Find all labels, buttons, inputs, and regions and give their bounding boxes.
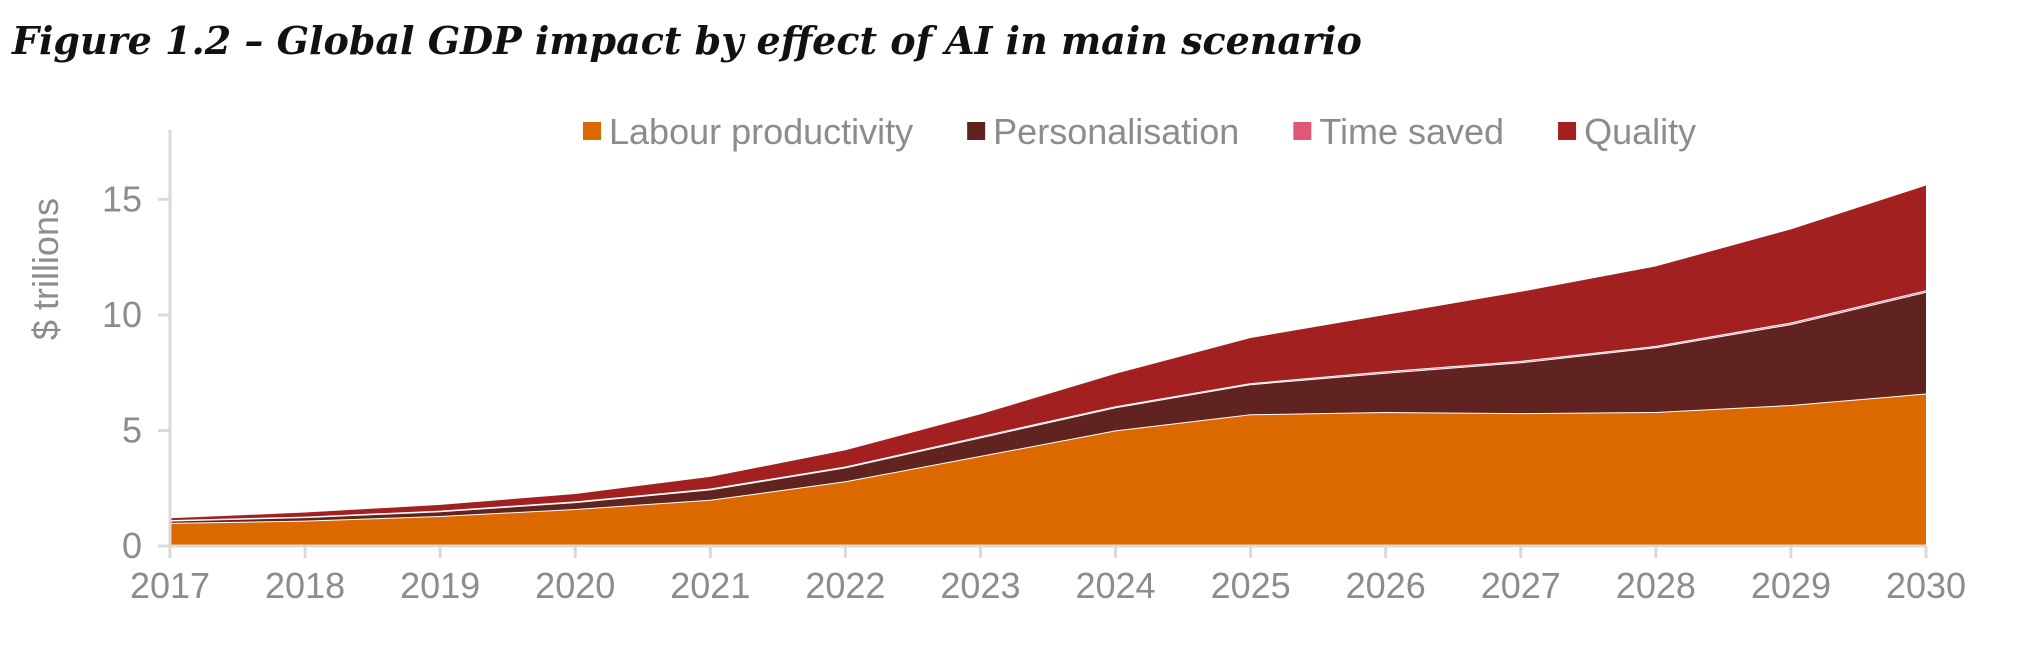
- legend: Labour productivity Personalisation Time s…: [583, 111, 1696, 152]
- legend-label-labour-productivity: Labour productivity: [609, 111, 913, 152]
- y-tick-label: 15: [102, 178, 142, 219]
- x-tick-label: 2017: [130, 565, 210, 606]
- x-tick-label: 2020: [535, 565, 615, 606]
- x-tick-label: 2019: [400, 565, 480, 606]
- legend-label-quality: Quality: [1584, 111, 1696, 152]
- x-tick-label: 2027: [1481, 565, 1561, 606]
- y-tick-label: 5: [122, 409, 142, 450]
- legend-swatch-labour-productivity: [583, 122, 601, 140]
- legend-label-time-saved: Time saved: [1319, 111, 1504, 152]
- area-personalisation: [170, 291, 1926, 523]
- legend-swatch-personalisation: [967, 122, 986, 140]
- y-tick-label: 10: [102, 294, 142, 335]
- x-tick-label: 2030: [1886, 565, 1966, 606]
- y-tick-label: 0: [122, 525, 142, 566]
- x-tick-label: 2022: [805, 565, 885, 606]
- x-ticks: 2017 2018 2019 2020 2021 2022 2023 2024 2025 2026…: [130, 546, 1966, 606]
- legend-swatch-quality: [1558, 122, 1577, 140]
- area-quality: [170, 185, 1926, 521]
- x-tick-label: 2025: [1211, 565, 1291, 606]
- x-tick-label: 2023: [940, 565, 1020, 606]
- x-tick-label: 2024: [1075, 565, 1155, 606]
- legend-label-personalisation: Personalisation: [993, 111, 1239, 152]
- x-tick-label: 2029: [1751, 565, 1831, 606]
- legend-swatch-time-saved: [1293, 122, 1312, 140]
- x-tick-label: 2021: [670, 565, 750, 606]
- area-layer: [169, 185, 1927, 546]
- chart-title: Figure 1.2 – Global GDP impact by effect…: [12, 18, 1362, 63]
- x-tick-label: 2026: [1346, 565, 1426, 606]
- y-axis-label: $ trillions: [25, 198, 66, 340]
- area-labour-productivity: [170, 393, 1926, 546]
- x-tick-label: 2028: [1616, 565, 1696, 606]
- y-ticks: 0 5 10 15: [102, 178, 170, 566]
- x-tick-label: 2018: [265, 565, 345, 606]
